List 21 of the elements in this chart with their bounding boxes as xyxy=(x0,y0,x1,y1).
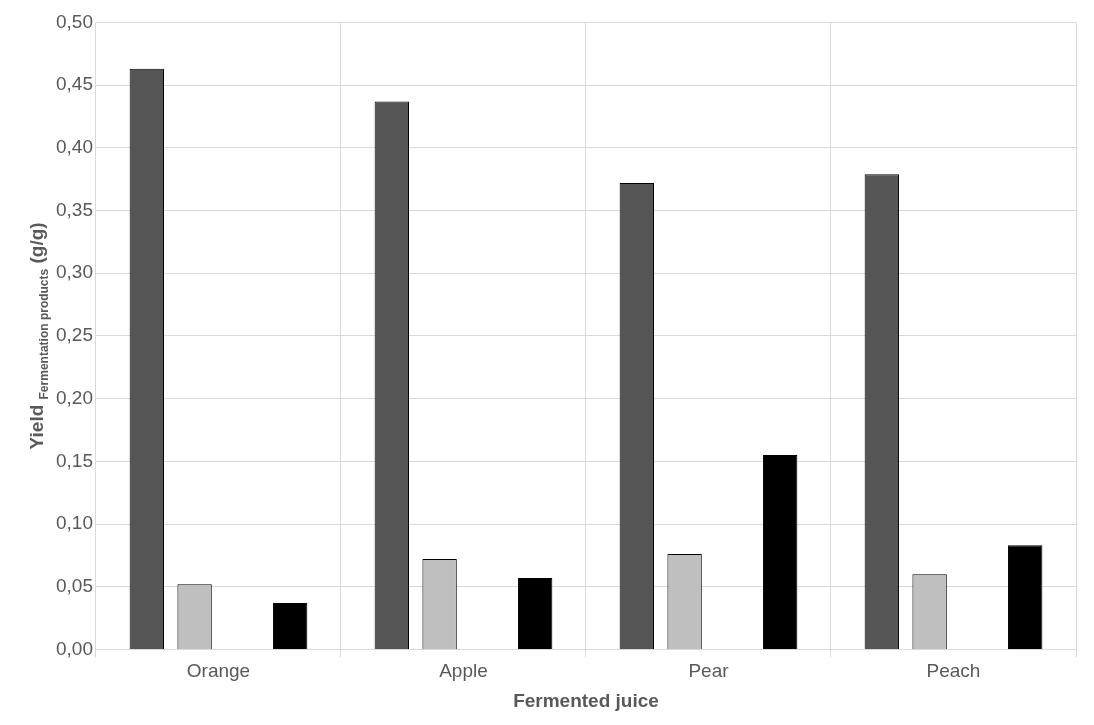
bar xyxy=(517,577,553,649)
x-axis-title: Fermented juice xyxy=(513,689,659,711)
y-axis-title: Yield Fermentation products (g/g) xyxy=(26,222,51,450)
y-tick-label: 0,10 xyxy=(56,512,93,534)
y-tick-label: 0,50 xyxy=(56,10,93,32)
y-tick-label: 0,40 xyxy=(56,136,93,158)
y-tick-label: 0,45 xyxy=(56,73,93,95)
x-tick-label: Apple xyxy=(439,660,488,682)
y-tick-label: 0,00 xyxy=(56,637,93,659)
y-tick-label: 0,25 xyxy=(56,324,93,346)
y-tick-label: 0,05 xyxy=(56,574,93,596)
x-tick-label: Pear xyxy=(688,660,730,682)
y-tick-label: 0,15 xyxy=(56,449,93,471)
y-tick-label: 0,35 xyxy=(56,198,93,220)
bar xyxy=(1007,545,1043,649)
y-tick-label: 0,20 xyxy=(56,386,93,408)
bar xyxy=(762,455,798,649)
y-tick-label: 0,30 xyxy=(56,261,93,283)
x-tick-label: Peach xyxy=(926,660,981,682)
x-tick-label: Orange xyxy=(186,660,251,682)
bar xyxy=(272,603,308,649)
